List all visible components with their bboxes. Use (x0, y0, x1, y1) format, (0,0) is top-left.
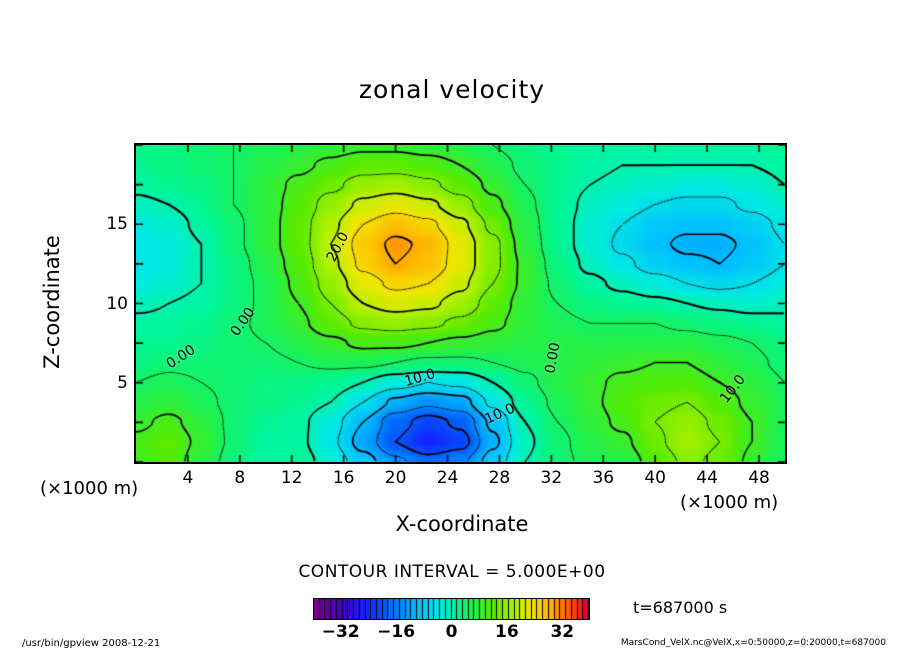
x-tick-16: 16 (332, 468, 355, 488)
x-tick-44: 44 (696, 468, 718, 488)
footer-command: /usr/bin/gpview 2008-12-21 (22, 638, 161, 649)
colorbar (313, 598, 590, 620)
x-tick-24: 24 (436, 468, 459, 488)
y-tick-10: 10 (106, 293, 128, 314)
colorbar-tick--32: −32 (321, 622, 360, 642)
x-tick-12: 12 (280, 468, 303, 488)
x-tick-48: 48 (748, 468, 770, 488)
x-tick-28: 28 (488, 468, 511, 488)
x-axis-unit-label: (×1000 m) (680, 492, 779, 513)
x-tick-4: 4 (182, 468, 194, 488)
colorbar-tick-16: 16 (495, 622, 519, 642)
x-tick-40: 40 (644, 468, 667, 488)
contour-field (136, 145, 785, 462)
contour-plot-frame (134, 143, 787, 464)
time-label: t=687000 s (633, 598, 728, 617)
colorbar-tick-0: 0 (445, 622, 458, 642)
colorbar-gradient (314, 599, 589, 619)
y-tick-15: 15 (106, 214, 128, 235)
footer-datasource: MarsCond_VelX.nc@VelX,x=0:50000,z=0:2000… (620, 638, 886, 648)
y-axis-tick-labels: 5 10 15 (84, 143, 128, 464)
y-tick-5: 5 (117, 372, 128, 393)
colorbar-tick-labels: −32 −16 0 16 32 (313, 622, 590, 642)
colorbar-tick-32: 32 (550, 622, 575, 642)
x-tick-20: 20 (384, 468, 407, 488)
contour-interval-label: CONTOUR INTERVAL = 5.000E+00 (298, 562, 606, 582)
page-title: zonal velocity (358, 75, 546, 104)
x-tick-36: 36 (592, 468, 615, 488)
y-axis-title: Z-coordinate (40, 235, 64, 369)
x-tick-32: 32 (540, 468, 563, 488)
colorbar-tick--16: −16 (377, 622, 416, 642)
x-axis-tick-labels: 4 8 12 16 20 24 28 32 36 40 44 48 (134, 468, 787, 490)
x-axis-title: X-coordinate (395, 512, 529, 536)
x-tick-8: 8 (234, 468, 246, 488)
y-axis-unit-label: (×1000 m) (40, 478, 139, 499)
